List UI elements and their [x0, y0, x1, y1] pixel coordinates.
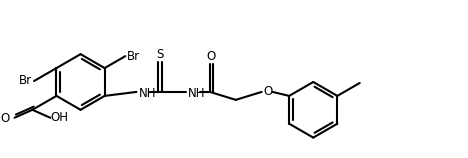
- Text: O: O: [0, 112, 9, 125]
- Text: OH: OH: [50, 111, 68, 124]
- Text: NH: NH: [139, 87, 156, 100]
- Text: Br: Br: [127, 50, 140, 63]
- Text: O: O: [263, 85, 272, 98]
- Text: S: S: [156, 48, 163, 61]
- Text: NH: NH: [188, 87, 205, 100]
- Text: Br: Br: [19, 74, 32, 88]
- Text: O: O: [207, 50, 216, 63]
